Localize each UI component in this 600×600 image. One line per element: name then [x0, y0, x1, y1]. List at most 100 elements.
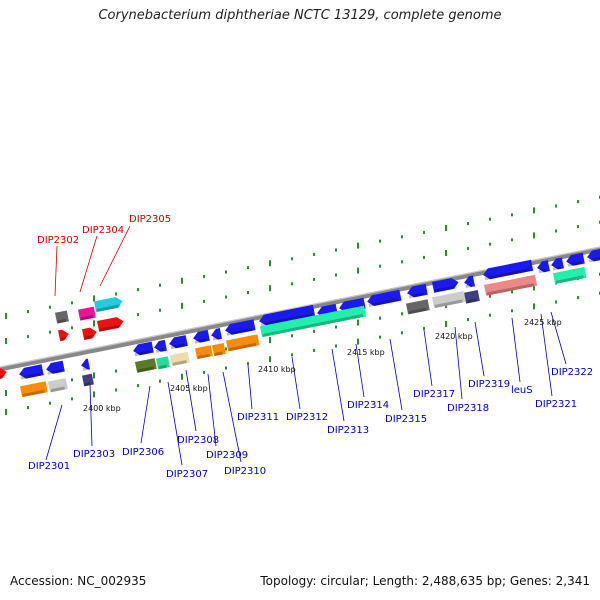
gene-label-dip2302[interactable]: DIP2302 [37, 235, 79, 246]
gene-label-dip2315[interactable]: DIP2315 [385, 414, 427, 425]
gene-feature[interactable] [135, 358, 157, 373]
tick-mark [423, 326, 425, 330]
gene-shape [97, 317, 124, 332]
gene-shape [154, 339, 167, 352]
gene-feature[interactable] [94, 296, 124, 313]
gene-feature[interactable] [82, 373, 94, 387]
gene-feature[interactable] [586, 247, 600, 263]
gene-feature[interactable] [0, 366, 8, 380]
gene-shape [464, 275, 475, 288]
gene-label-dip2307[interactable]: DIP2307 [166, 469, 208, 480]
gene-feature[interactable] [406, 299, 430, 315]
gene-feature[interactable] [168, 335, 188, 350]
gene-feature[interactable] [20, 381, 48, 398]
ruler-label-2420: 2420 kbp [435, 332, 473, 341]
gene-feature[interactable] [132, 341, 154, 357]
gene-shadow [170, 343, 185, 350]
gene-label-dip2309[interactable]: DIP2309 [206, 450, 248, 461]
leader-line [331, 348, 345, 422]
gene-label-dip2310[interactable]: DIP2310 [224, 466, 266, 477]
tick-mark [335, 344, 337, 348]
gene-shape [55, 310, 69, 324]
gene-feature[interactable] [210, 328, 222, 341]
gene-label-dip2313[interactable]: DIP2313 [327, 425, 369, 436]
gene-feature[interactable] [80, 358, 91, 371]
gene-feature[interactable] [78, 306, 96, 321]
gene-feature[interactable] [192, 329, 210, 344]
tick-mark [137, 288, 139, 292]
gene-feature[interactable] [48, 378, 68, 393]
leader-line [89, 384, 93, 447]
leader-line [540, 313, 553, 397]
gene-feature[interactable] [550, 257, 564, 271]
gene-feature[interactable] [432, 277, 460, 293]
gene-feature[interactable] [258, 304, 316, 327]
gene-feature[interactable] [482, 259, 534, 281]
gene-label-dip2319[interactable]: DIP2319 [468, 379, 510, 390]
tick-mark [533, 207, 535, 214]
gene-label-dip2312[interactable]: DIP2312 [286, 412, 328, 423]
gene-label-dip2318[interactable]: DIP2318 [447, 403, 489, 414]
gene-shadow [262, 314, 364, 337]
tick-mark [93, 320, 95, 327]
tick-mark [5, 409, 7, 415]
gene-label-dip2304[interactable]: DIP2304 [82, 225, 124, 236]
gene-feature[interactable] [45, 360, 65, 375]
tick-mark [247, 291, 249, 295]
gene-feature[interactable] [432, 291, 466, 309]
gene-label-dip2305[interactable]: DIP2305 [129, 214, 171, 225]
gene-shadow [134, 350, 151, 357]
gene-feature[interactable] [536, 260, 550, 274]
gene-label-dip2303[interactable]: DIP2303 [73, 449, 115, 460]
tick-mark [357, 242, 359, 249]
tick-mark [577, 200, 579, 204]
gene-label-dip2308[interactable]: DIP2308 [177, 435, 219, 446]
tick-mark [49, 401, 51, 405]
gene-feature[interactable] [406, 283, 428, 299]
gene-label-dip2322[interactable]: DIP2322 [551, 367, 593, 378]
tick-mark [313, 252, 315, 256]
gene-feature[interactable] [463, 275, 475, 288]
gene-label-leus[interactable]: leuS [511, 385, 533, 396]
gene-shadow [50, 386, 65, 393]
gene-shape [432, 291, 466, 309]
gene-feature[interactable] [18, 364, 44, 380]
tick-mark [5, 390, 7, 396]
tick-mark [335, 273, 337, 277]
gene-shape [82, 373, 94, 387]
gene-label-dip2321[interactable]: DIP2321 [535, 399, 577, 410]
gene-shadow [60, 336, 68, 341]
gene-shadow [567, 261, 582, 267]
gene-feature[interactable] [97, 316, 125, 332]
gene-feature[interactable] [156, 356, 170, 370]
gene-shape [0, 367, 7, 380]
tick-mark [203, 299, 205, 303]
gene-feature[interactable] [170, 351, 190, 366]
tick-mark [357, 267, 359, 274]
gene-feature[interactable] [226, 334, 260, 352]
gene-feature[interactable] [553, 266, 587, 284]
gene-feature[interactable] [212, 343, 226, 357]
gene-feature[interactable] [224, 319, 256, 336]
gene-feature[interactable] [464, 290, 480, 304]
gene-feature[interactable] [484, 274, 538, 296]
tick-mark [511, 213, 513, 217]
gene-feature[interactable] [565, 252, 585, 267]
gene-feature[interactable] [195, 345, 213, 360]
gene-feature[interactable] [260, 305, 367, 338]
gene-shadow [172, 360, 187, 366]
gene-label-dip2301[interactable]: DIP2301 [28, 461, 70, 472]
tick-mark [445, 225, 447, 231]
gene-feature[interactable] [58, 328, 70, 342]
gene-feature[interactable] [153, 339, 167, 353]
gene-shape [170, 351, 190, 366]
leader-line [54, 245, 58, 297]
tick-mark [49, 330, 51, 334]
gene-label-dip2311[interactable]: DIP2311 [237, 412, 279, 423]
gene-label-dip2306[interactable]: DIP2306 [122, 447, 164, 458]
gene-feature[interactable] [366, 289, 402, 307]
gene-label-dip2317[interactable]: DIP2317 [413, 389, 455, 400]
gene-feature[interactable] [82, 326, 98, 340]
gene-label-dip2314[interactable]: DIP2314 [347, 400, 389, 411]
gene-feature[interactable] [55, 310, 69, 324]
